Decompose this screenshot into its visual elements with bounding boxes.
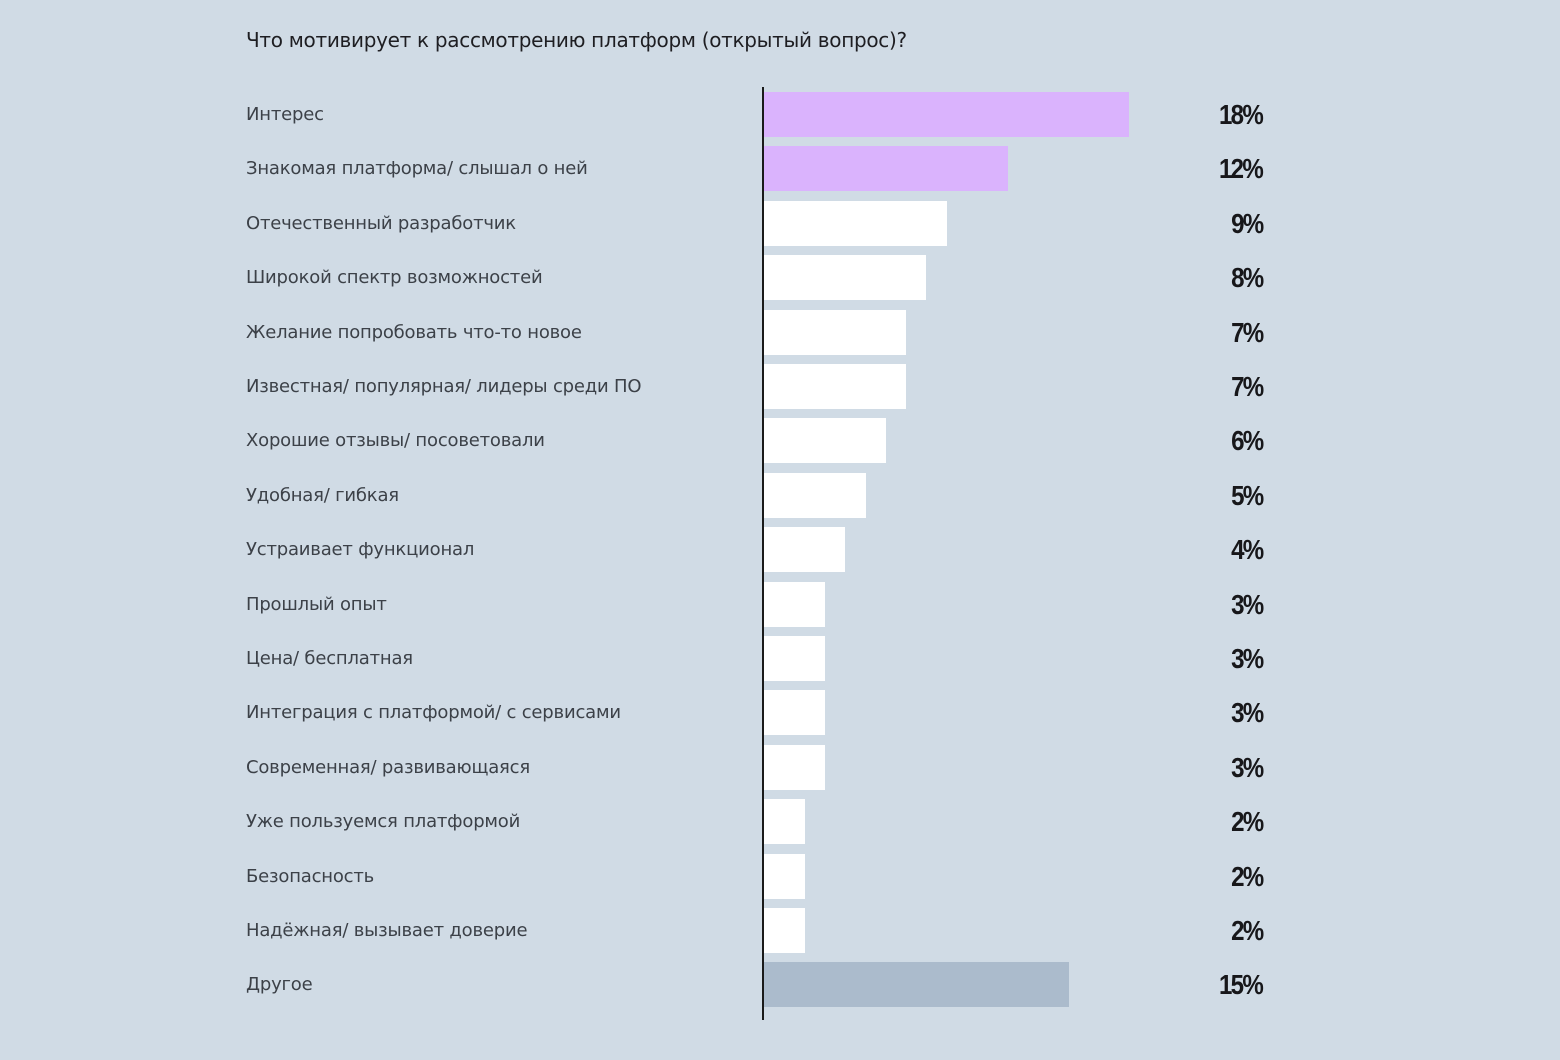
- value-label: 3%: [1230, 643, 1264, 674]
- category-label: Другое: [246, 974, 313, 996]
- bar-row: Широкой спектр возможностей 8%: [0, 255, 1560, 301]
- value-label: 2%: [1230, 915, 1264, 946]
- y-axis-line: [762, 87, 764, 1020]
- value-label: 3%: [1230, 751, 1264, 783]
- category-label: Отечественный разработчик: [246, 212, 516, 234]
- bar: [764, 581, 825, 627]
- bar-row: Знакомая платформа/ слышал о ней 12%: [0, 146, 1560, 192]
- value-label: 12%: [1218, 153, 1264, 185]
- value-label: 2%: [1230, 860, 1264, 892]
- category-label: Хорошие отзывы/ посоветовали: [246, 430, 545, 452]
- value-label: 18%: [1218, 99, 1264, 130]
- bar-row: Интерес 18%: [0, 92, 1560, 138]
- bar: [764, 908, 805, 953]
- value-label: 7%: [1230, 371, 1264, 402]
- bar-row: Уже пользуемся платформой 2%: [0, 799, 1560, 845]
- value-label: 6%: [1230, 425, 1264, 457]
- bar-row: Хорошие отзывы/ посоветовали 6%: [0, 418, 1560, 464]
- bar: [764, 527, 845, 573]
- chart-title: Что мотивирует к рассмотрению платформ (…: [246, 28, 907, 52]
- value-label: 4%: [1230, 534, 1264, 566]
- bar: [764, 255, 926, 301]
- category-label: Широкой спектр возможностей: [246, 267, 543, 289]
- category-label: Современная/ развивающаяся: [246, 756, 530, 778]
- value-label: 2%: [1230, 806, 1264, 838]
- category-label: Удобная/ гибкая: [246, 484, 399, 506]
- value-label: 3%: [1230, 697, 1264, 729]
- category-label: Безопасность: [246, 865, 375, 887]
- bar: [764, 200, 947, 246]
- bar-row: Прошлый опыт 3%: [0, 581, 1560, 628]
- category-label: Известная/ популярная/ лидеры среди ПО: [246, 376, 642, 397]
- value-label: 5%: [1230, 479, 1264, 511]
- category-label: Знакомая платформа/ слышал о ней: [246, 158, 588, 180]
- bar-row: Цена/ бесплатная 3%: [0, 636, 1560, 682]
- bar: [764, 364, 906, 409]
- bar: [764, 962, 1069, 1008]
- bar-row: Интеграция с платформой/ с сервисами 3%: [0, 690, 1560, 736]
- value-label: 7%: [1230, 316, 1264, 348]
- category-label: Устраивает функционал: [246, 539, 475, 561]
- value-label: 15%: [1218, 969, 1264, 1001]
- category-label: Интерес: [246, 104, 324, 125]
- bar-row: Удобная/ гибкая 5%: [0, 472, 1560, 519]
- bar: [764, 418, 886, 464]
- category-label: Надёжная/ вызывает доверие: [246, 920, 528, 941]
- bar: [764, 92, 1129, 137]
- category-label: Прошлый опыт: [246, 593, 387, 615]
- bar-row: Отечественный разработчик 9%: [0, 200, 1560, 247]
- category-label: Цена/ бесплатная: [246, 648, 413, 669]
- bar: [764, 799, 805, 845]
- bar-row: Безопасность 2%: [0, 853, 1560, 900]
- bar-row: Современная/ развивающаяся 3%: [0, 744, 1560, 791]
- bar: [764, 309, 906, 355]
- category-label: Желание попробовать что-то новое: [246, 321, 582, 343]
- bar: [764, 146, 1008, 192]
- bar: [764, 636, 825, 681]
- bar: [764, 744, 825, 790]
- category-label: Интеграция с платформой/ с сервисами: [246, 702, 621, 724]
- category-label: Уже пользуемся платформой: [246, 811, 521, 833]
- bar-row: Известная/ популярная/ лидеры среди ПО 7%: [0, 364, 1560, 410]
- bar: [764, 690, 825, 736]
- bar-row: Надёжная/ вызывает доверие 2%: [0, 908, 1560, 954]
- bar-row: Желание попробовать что-то новое 7%: [0, 309, 1560, 356]
- value-label: 9%: [1230, 207, 1264, 239]
- bar: [764, 853, 805, 899]
- value-label: 8%: [1230, 262, 1264, 294]
- value-label: 3%: [1230, 588, 1264, 620]
- bar: [764, 472, 866, 518]
- bar-row: Другое 15%: [0, 962, 1560, 1008]
- bar-row: Устраивает функционал 4%: [0, 527, 1560, 573]
